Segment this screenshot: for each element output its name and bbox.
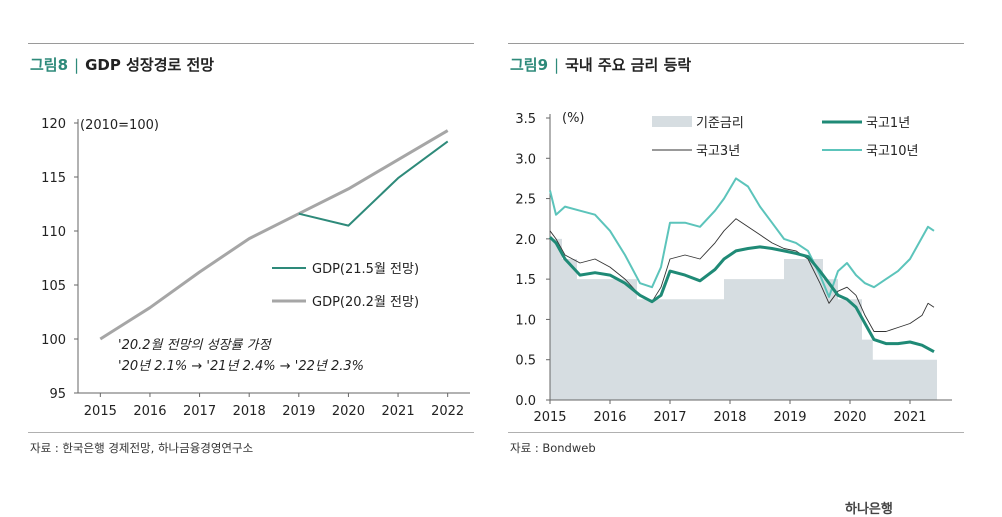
legend-swatch — [652, 116, 692, 127]
x-tick-label: 2022 — [431, 404, 464, 419]
y-tick-label: 3.0 — [515, 152, 536, 167]
legend-label: GDP(20.2월 전망) — [312, 295, 419, 310]
y-tick-label: 110 — [41, 225, 66, 240]
right-bottom-rule — [508, 432, 964, 433]
y-tick-label: 95 — [49, 387, 66, 402]
left-top-rule — [28, 43, 474, 44]
annotation-text: '20.2월 전망의 성장률 가정 — [118, 338, 273, 353]
x-tick-label: 2018 — [233, 404, 266, 419]
series-line-gdp-20-2 — [99, 129, 449, 341]
y-tick-label: 2.5 — [515, 193, 536, 208]
y-tick-label: 0.5 — [515, 354, 536, 369]
x-tick-label: 2020 — [332, 404, 365, 419]
legend-label: GDP(21.5월 전망) — [312, 262, 419, 277]
y-tick-label: 105 — [41, 279, 66, 294]
x-tick-label: 2018 — [713, 410, 746, 425]
y-tick-label: 1.5 — [515, 273, 536, 288]
right-top-rule — [508, 43, 964, 44]
y-tick-label: 1.0 — [515, 313, 536, 328]
x-tick-label: 2021 — [382, 404, 415, 419]
series-line-ktb-3y — [549, 218, 935, 332]
left-figure-separator: | — [74, 56, 80, 74]
gdp-growth-chart: 95 100 105 110 115 120 2015 2016 2017 2018 2019 202… — [41, 117, 470, 419]
y-tick-label: 120 — [41, 117, 66, 132]
series-area-base-rate — [550, 238, 937, 400]
x-tick-label: 2021 — [893, 410, 926, 425]
x-tick-label: 2017 — [653, 410, 686, 425]
x-tick-label: 2019 — [773, 410, 806, 425]
x-tick-label: 2015 — [84, 404, 117, 419]
x-tick-label: 2019 — [282, 404, 315, 419]
left-bottom-rule — [28, 432, 474, 433]
y-tick-label: 3.5 — [515, 112, 536, 127]
legend-label: 국고10년 — [866, 144, 918, 159]
left-figure-number: 그림8 — [30, 56, 69, 74]
right-figure-separator: | — [554, 56, 560, 74]
unit-label: (%) — [562, 111, 585, 126]
x-tick-label: 2016 — [133, 404, 166, 419]
series-line-ktb-1y — [548, 236, 935, 354]
left-figure-caption: GDP 성장경로 전망 — [85, 56, 215, 74]
y-tick-label: 100 — [41, 333, 66, 348]
x-tick-label: 2016 — [593, 410, 626, 425]
left-figure-title: 그림8 | GDP 성장경로 전망 — [30, 54, 214, 75]
annotation-text: '20년 2.1% → '21년 2.4% → '22년 2.3% — [118, 359, 364, 374]
interest-rate-chart: 0.0 0.5 1.0 1.5 2.0 2.5 3.0 3.5 2015 2016 2017 2018… — [515, 111, 952, 425]
x-tick-label: 2017 — [183, 404, 216, 419]
unit-label: (2010=100) — [80, 118, 159, 133]
right-figure-number: 그림9 — [510, 56, 549, 74]
y-tick-label: 115 — [41, 171, 66, 186]
legend-label: 국고1년 — [866, 116, 910, 131]
legend-label: 국고3년 — [696, 144, 740, 159]
right-figure-caption: 국내 주요 금리 등락 — [565, 56, 692, 74]
left-source-note: 자료 : 한국은행 경제전망, 하나금융경영연구소 — [30, 441, 254, 455]
right-figure-title: 그림9 | 국내 주요 금리 등락 — [510, 54, 691, 75]
x-tick-label: 2015 — [533, 410, 566, 425]
y-tick-label: 0.0 — [515, 394, 536, 409]
series-line-ktb-10y — [549, 177, 935, 298]
series-line-gdp-21-5 — [298, 140, 449, 227]
x-tick-label: 2020 — [833, 410, 866, 425]
y-tick-label: 2.0 — [515, 233, 536, 248]
right-source-note: 자료 : Bondweb — [510, 441, 596, 455]
legend-label: 기준금리 — [696, 116, 744, 131]
